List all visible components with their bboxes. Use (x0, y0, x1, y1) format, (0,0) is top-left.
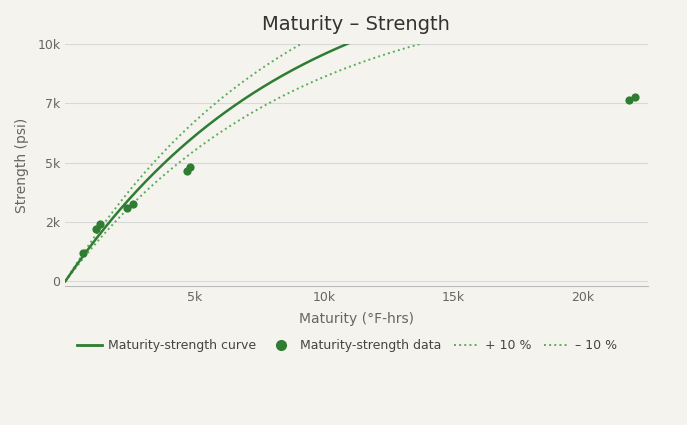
Point (181, 167, 192, 174)
Point (629, 93, 640, 100)
X-axis label: Maturity (°F-hrs): Maturity (°F-hrs) (299, 312, 414, 326)
Point (127, 201, 138, 207)
Y-axis label: Strength (psi): Strength (psi) (15, 117, 29, 212)
Title: Maturity – Strength: Maturity – Strength (262, 15, 451, 34)
Point (122, 204, 133, 211)
Legend: Maturity-strength curve, Maturity-strength data, + 10 %, – 10 %: Maturity-strength curve, Maturity-streng… (71, 334, 622, 357)
Point (624, 96, 635, 103)
Point (95, 221, 106, 228)
Point (91, 226, 102, 232)
Point (78, 249, 89, 256)
Point (184, 164, 195, 171)
